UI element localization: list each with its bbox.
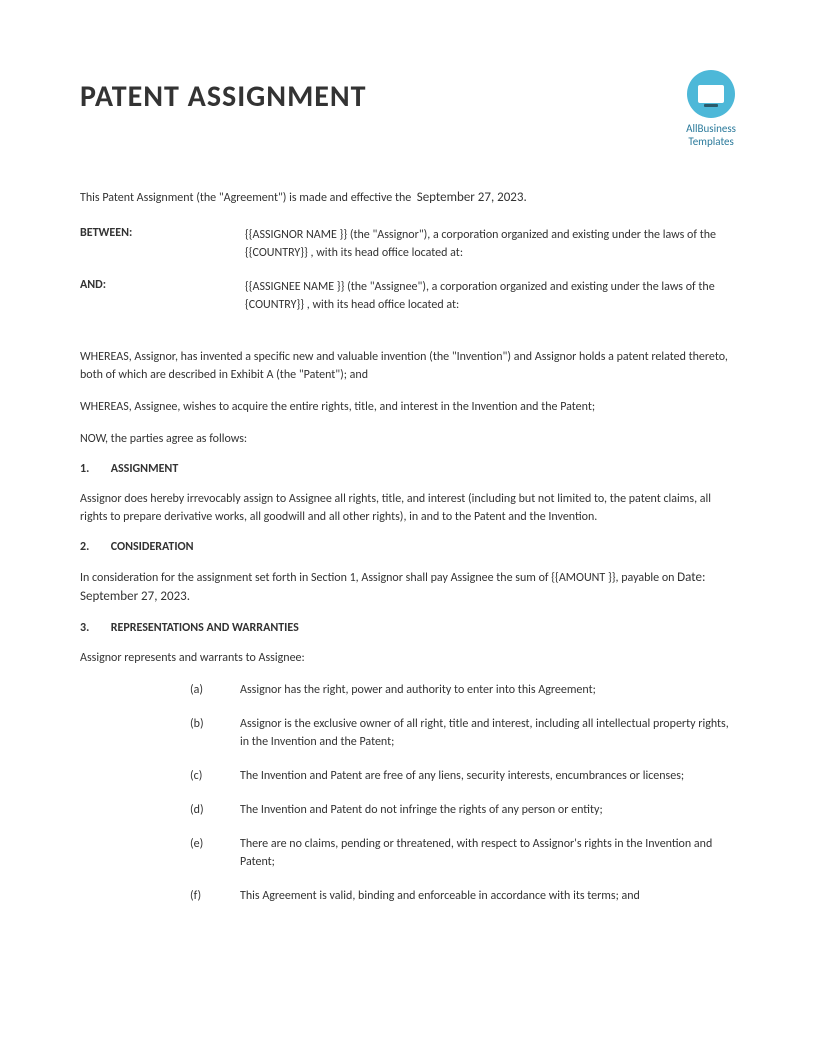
section-2-head: 2. CONSIDERATION bbox=[80, 540, 736, 554]
section-1-head: 1. ASSIGNMENT bbox=[80, 462, 736, 476]
warranty-text: There are no claims, pending or threaten… bbox=[240, 835, 736, 871]
and-body: {{ASSIGNEE NAME }} (the "Assignee"), a c… bbox=[245, 278, 736, 314]
logo-line1: AllBusiness bbox=[686, 122, 736, 135]
warranty-item: (c) The Invention and Patent are free of… bbox=[190, 767, 736, 785]
section-1-num: 1. bbox=[80, 462, 108, 476]
section-2-prefix: In consideration for the assignment set … bbox=[80, 571, 677, 585]
document-title: PATENT ASSIGNMENT bbox=[80, 78, 367, 115]
section-1-body: Assignor does hereby irrevocably assign … bbox=[80, 490, 736, 526]
logo-icon bbox=[687, 70, 735, 118]
warranty-letter: (a) bbox=[190, 681, 240, 699]
intro-paragraph: This Patent Assignment (the "Agreement")… bbox=[80, 188, 736, 208]
warranty-letter: (b) bbox=[190, 715, 240, 751]
section-3-num: 3. bbox=[80, 621, 108, 635]
logo-block: AllBusiness Templates bbox=[686, 70, 736, 148]
section-3-title: REPRESENTATIONS AND WARRANTIES bbox=[111, 621, 299, 635]
intro-date: September 27, 2023. bbox=[417, 190, 527, 205]
between-body: {{ASSIGNOR NAME }} (the "Assignor"), a c… bbox=[245, 226, 736, 262]
warranty-text: Assignor is the exclusive owner of all r… bbox=[240, 715, 736, 751]
section-3-head: 3. REPRESENTATIONS AND WARRANTIES bbox=[80, 621, 736, 635]
warranty-text: The Invention and Patent do not infringe… bbox=[240, 801, 736, 819]
header-row: PATENT ASSIGNMENT AllBusiness Templates bbox=[80, 70, 736, 148]
warranty-letter: (f) bbox=[190, 887, 240, 905]
section-3-intro: Assignor represents and warrants to Assi… bbox=[80, 649, 736, 667]
warranty-item: (a) Assignor has the right, power and au… bbox=[190, 681, 736, 699]
warranty-letter: (d) bbox=[190, 801, 240, 819]
warranty-letter: (e) bbox=[190, 835, 240, 871]
logo-text: AllBusiness Templates bbox=[686, 122, 736, 148]
spacer bbox=[80, 330, 736, 348]
warranty-text: The Invention and Patent are free of any… bbox=[240, 767, 736, 785]
warranty-item: (e) There are no claims, pending or thre… bbox=[190, 835, 736, 871]
section-2-num: 2. bbox=[80, 540, 108, 554]
warranty-text: Assignor has the right, power and author… bbox=[240, 681, 736, 699]
party-between: BETWEEN: {{ASSIGNOR NAME }} (the "Assign… bbox=[80, 226, 736, 262]
warranty-item: (d) The Invention and Patent do not infr… bbox=[190, 801, 736, 819]
warranty-text: This Agreement is valid, binding and enf… bbox=[240, 887, 736, 905]
section-2-title: CONSIDERATION bbox=[111, 540, 194, 554]
party-and: AND: {{ASSIGNEE NAME }} (the "Assignee")… bbox=[80, 278, 736, 314]
and-label: AND: bbox=[80, 278, 245, 314]
section-1-title: ASSIGNMENT bbox=[111, 462, 179, 476]
whereas-1: WHEREAS, Assignor, has invented a specif… bbox=[80, 348, 736, 384]
whereas-2: WHEREAS, Assignee, wishes to acquire the… bbox=[80, 398, 736, 416]
laptop-icon bbox=[698, 85, 724, 103]
warranty-letter: (c) bbox=[190, 767, 240, 785]
between-label: BETWEEN: bbox=[80, 226, 245, 262]
intro-prefix: This Patent Assignment (the "Agreement")… bbox=[80, 191, 411, 205]
logo-line2: Templates bbox=[688, 135, 733, 148]
section-2-body: In consideration for the assignment set … bbox=[80, 568, 736, 607]
warranty-item: (b) Assignor is the exclusive owner of a… bbox=[190, 715, 736, 751]
now-clause: NOW, the parties agree as follows: bbox=[80, 430, 736, 448]
warranty-list: (a) Assignor has the right, power and au… bbox=[190, 681, 736, 905]
warranty-item: (f) This Agreement is valid, binding and… bbox=[190, 887, 736, 905]
